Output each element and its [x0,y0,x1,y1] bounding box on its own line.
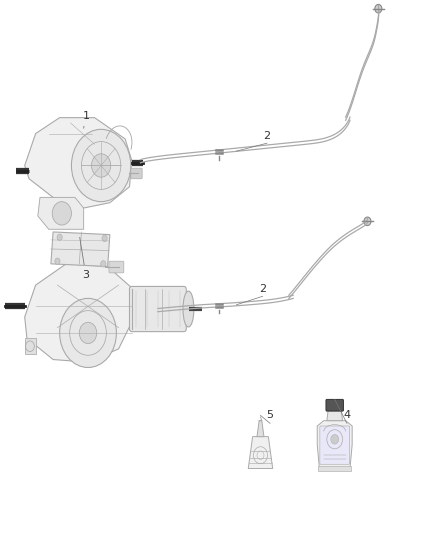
Circle shape [364,217,371,225]
FancyBboxPatch shape [109,261,124,273]
Polygon shape [25,264,132,362]
FancyBboxPatch shape [326,399,343,411]
Text: 2: 2 [259,284,266,294]
Text: 5: 5 [267,410,274,420]
Polygon shape [257,421,264,437]
Polygon shape [248,437,273,469]
Ellipse shape [183,291,194,327]
FancyBboxPatch shape [320,426,350,464]
Circle shape [57,234,62,240]
Circle shape [60,298,117,368]
FancyBboxPatch shape [131,168,142,179]
Circle shape [71,130,131,201]
Text: 2: 2 [264,131,271,141]
Circle shape [92,154,111,177]
Polygon shape [317,421,352,469]
Polygon shape [38,197,84,229]
Text: 1: 1 [82,111,89,128]
Circle shape [79,322,97,344]
Circle shape [102,235,107,241]
Text: 4: 4 [343,410,350,420]
Circle shape [375,4,382,13]
Text: 3: 3 [80,237,89,280]
Circle shape [101,261,106,267]
Circle shape [55,258,60,264]
Polygon shape [25,118,132,208]
Polygon shape [51,232,110,266]
Polygon shape [327,410,343,421]
FancyBboxPatch shape [318,466,351,471]
Circle shape [331,434,339,444]
Polygon shape [25,338,35,354]
Circle shape [52,201,71,225]
FancyBboxPatch shape [130,286,186,332]
